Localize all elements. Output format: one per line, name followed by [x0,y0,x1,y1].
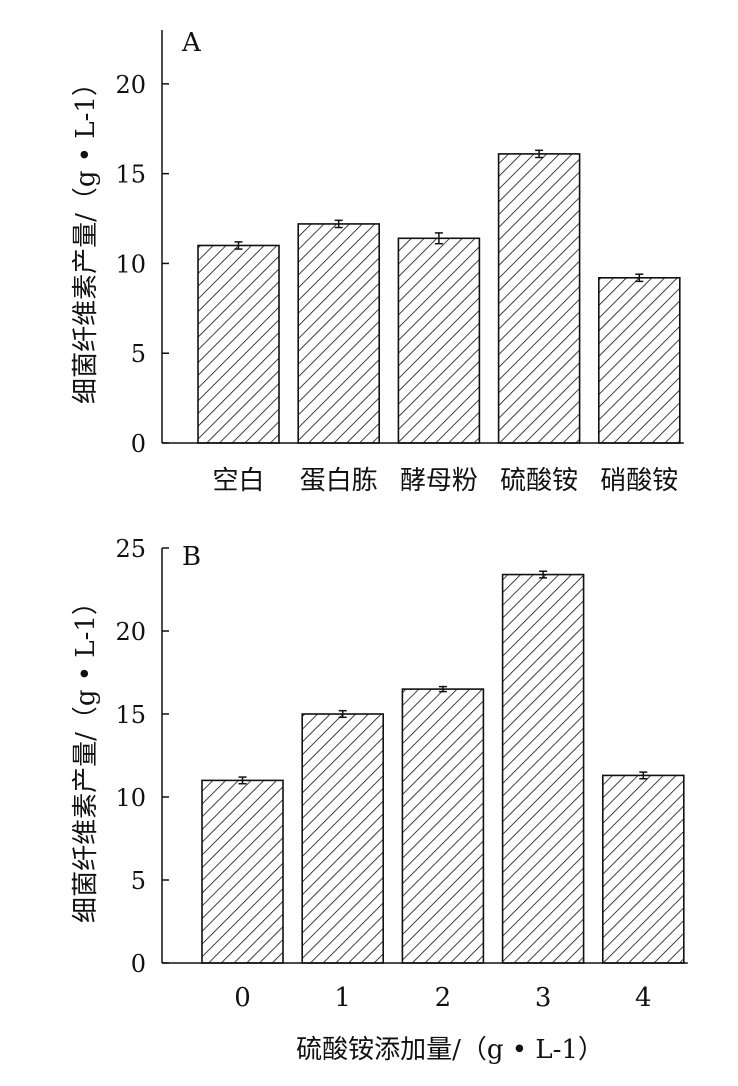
panel-label: A [181,28,202,58]
bar [501,573,585,964]
error-bar [635,273,644,283]
y-tick-label: 0 [131,950,146,978]
y-tick-label: 25 [115,535,146,563]
x-tick-label: 0 [234,983,251,1013]
bar [397,237,481,444]
error-bar [539,570,548,579]
error-bar [639,771,648,780]
y-tick-label: 5 [131,340,146,368]
y-tick-label: 20 [115,71,146,99]
y-axis-title: 细菌纤维素产量/（g • L-1） [71,589,101,923]
x-tick-label: 硝酸铵 [600,466,678,496]
bar [197,244,280,444]
x-tick-label: 2 [435,983,452,1013]
x-tick-label: 1 [334,983,351,1013]
bar [401,688,485,964]
y-tick-label: 15 [115,701,146,729]
x-tick-label: 硫酸铵 [500,466,578,496]
bar [297,223,381,444]
y-axis-title: 细菌纤维素产量/（g • L-1） [71,70,101,404]
error-bar [234,241,243,250]
y-tick-label: 20 [115,618,146,646]
x-tick-label: 酵母粉 [400,466,478,496]
y-tick-label: 15 [115,161,146,189]
x-tick-label: 4 [635,983,652,1013]
error-bar [438,685,447,693]
y-tick-label: 10 [115,250,146,278]
x-tick-label: 蛋白胨 [300,466,378,496]
bar [301,713,385,964]
x-tick-label: 空白 [212,466,264,496]
y-tick-label: 10 [115,784,146,812]
x-axis-title: 硫酸铵添加量/（g • L-1） [296,1035,604,1065]
x-tick-label: 3 [535,983,552,1013]
bar [601,774,685,964]
bar [201,779,284,964]
error-bar [338,709,347,719]
bar [497,153,581,444]
panel-a: 0 5 10 15 20 空白 蛋白胨 酵母粉 硫酸铵 硝酸铵 A 细菌纤维素产量/（g • L-1） [71,28,684,496]
error-bar [238,776,247,785]
bar [597,276,681,444]
error-bar [334,219,343,229]
y-tick-label: 5 [131,867,146,895]
y-tick-label: 0 [131,430,146,458]
error-bar [535,149,544,159]
error-bar [434,232,443,245]
panel-label: B [182,542,201,572]
panel-b: 0 5 10 15 20 25 0 1 2 3 4 B 细菌纤维素产量/（g • L-1） 硫酸铵添加量/… [71,535,688,1065]
